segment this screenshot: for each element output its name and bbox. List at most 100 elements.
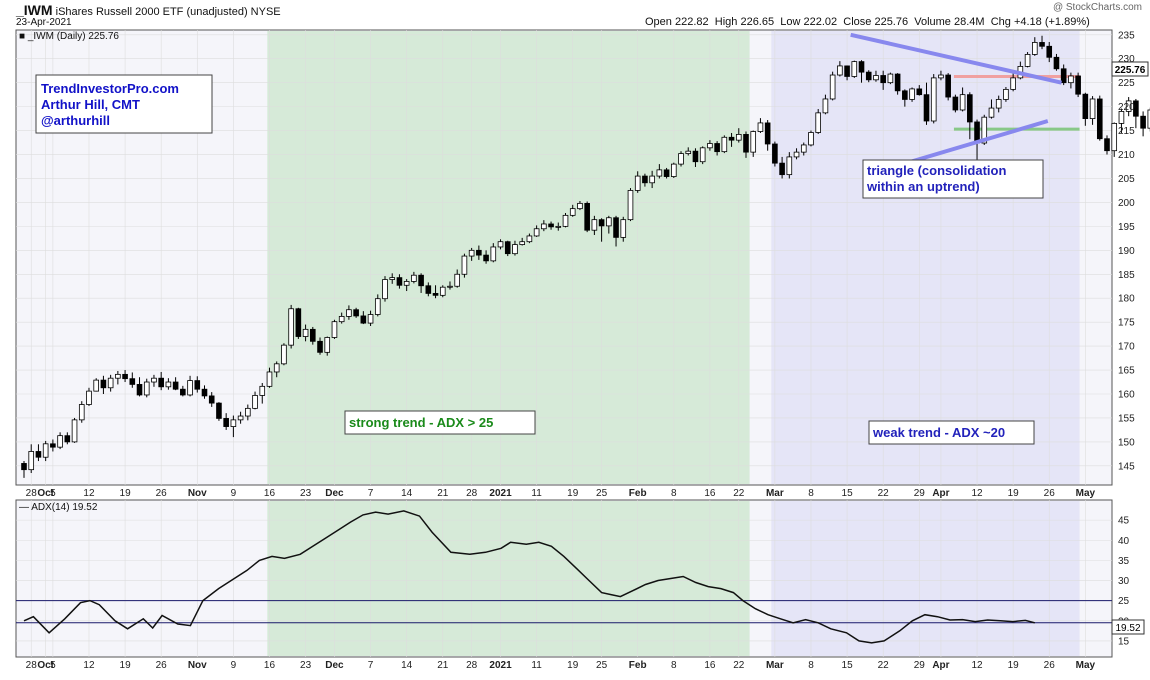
candle-body (1111, 122, 1118, 152)
candle-body (786, 156, 793, 176)
candle (86, 387, 92, 406)
candle (750, 130, 757, 157)
candle (64, 432, 71, 445)
triangle-line1: triangle (consolidation (867, 163, 1006, 178)
candle-body (988, 107, 995, 118)
price-tick-label: 165 (1118, 366, 1135, 377)
candle (1010, 72, 1016, 92)
candle (692, 148, 699, 167)
adx-series-line (23, 510, 1035, 644)
adx-x-tick-label: Apr (932, 660, 949, 671)
candle (656, 164, 663, 179)
candle-body (1147, 109, 1150, 129)
candle (1003, 86, 1009, 102)
adx-x-tick-label: 26 (1044, 660, 1056, 671)
candle (533, 225, 540, 237)
candle-body (367, 314, 374, 324)
close-value: 225.76 (874, 16, 909, 28)
candle-body (309, 328, 316, 342)
candle (591, 215, 598, 235)
price-tick-label: 185 (1118, 270, 1135, 281)
candle-body (938, 74, 944, 79)
high-label: High (714, 16, 738, 28)
price-tick-label: 225 (1118, 78, 1135, 89)
open-label: Open (645, 16, 672, 28)
candle-body (374, 298, 381, 315)
candle (42, 440, 49, 462)
candle (302, 324, 309, 342)
candle-body (858, 61, 865, 73)
candle (952, 94, 959, 113)
candle (793, 148, 800, 160)
candle (707, 140, 713, 151)
candle-body (642, 175, 648, 184)
candle-body (591, 219, 598, 231)
candle (490, 243, 497, 263)
price-legend: ■ _IWM (Daily) 225.76 (19, 31, 119, 42)
open-value: 222.82 (674, 16, 709, 28)
candle-body (447, 285, 453, 288)
candle (649, 170, 655, 189)
adx-x-tick-label: 8 (808, 660, 814, 671)
candle-body (887, 73, 894, 84)
candle-body (1075, 75, 1081, 95)
candle-body (483, 254, 489, 262)
candle (382, 276, 388, 302)
candle-body (981, 116, 988, 144)
candle-body (663, 169, 670, 177)
price-x-tick-label: 23 (300, 488, 312, 499)
adx-x-tick-label: 16 (264, 660, 276, 671)
candle (230, 415, 237, 438)
candle-body (1046, 45, 1053, 58)
price-x-tick-label: 19 (567, 488, 579, 499)
candle (389, 273, 396, 284)
chart-date: 23-Apr-2021 (16, 17, 72, 28)
candle (367, 310, 374, 326)
security-name: iShares Russell 2000 ETF (unadjusted) (55, 6, 248, 18)
candle-body (122, 373, 128, 380)
price-tick-label: 205 (1118, 174, 1135, 185)
candle (172, 377, 179, 391)
candle (107, 374, 114, 392)
candle-body (252, 395, 258, 409)
candle-body (115, 373, 121, 379)
candle-body (93, 379, 100, 392)
candle-body (916, 88, 923, 96)
adx-weak-zone (771, 501, 1080, 656)
candle (266, 367, 273, 388)
candle-body (454, 273, 460, 287)
price-x-tick-label: 19 (1008, 488, 1020, 499)
candle-body (201, 388, 208, 397)
adx-x-tick-label: 25 (596, 660, 608, 671)
candle-body (78, 404, 85, 421)
candle (71, 417, 78, 443)
adx-x-tick-label: 7 (368, 660, 374, 671)
price-tick-label: 210 (1118, 150, 1135, 161)
candle-body (808, 132, 814, 146)
candle-body (837, 65, 843, 76)
candle (432, 285, 439, 299)
candle (938, 70, 944, 81)
candle-body (952, 96, 959, 111)
candle-body (158, 377, 164, 388)
candle-body (995, 99, 1002, 109)
chg-value: +4.18 (+1.89%) (1013, 16, 1090, 28)
candle (201, 385, 208, 399)
candle-body (353, 309, 359, 317)
candle (858, 60, 865, 83)
ticker-symbol: _IWM (16, 2, 53, 18)
price-x-tick-label: Oct (37, 488, 54, 499)
candle (887, 72, 894, 85)
candle-body (21, 463, 27, 471)
candle-body (28, 451, 35, 471)
candle (829, 71, 836, 101)
volume-value: 28.4M (954, 16, 985, 28)
candle-body (613, 217, 619, 238)
candle (822, 94, 829, 115)
candle-body (627, 190, 634, 221)
candle (714, 141, 720, 156)
candle (1053, 53, 1060, 71)
adx-x-tick-label: 19 (567, 660, 579, 671)
candle (721, 135, 728, 154)
candle (1075, 72, 1081, 98)
